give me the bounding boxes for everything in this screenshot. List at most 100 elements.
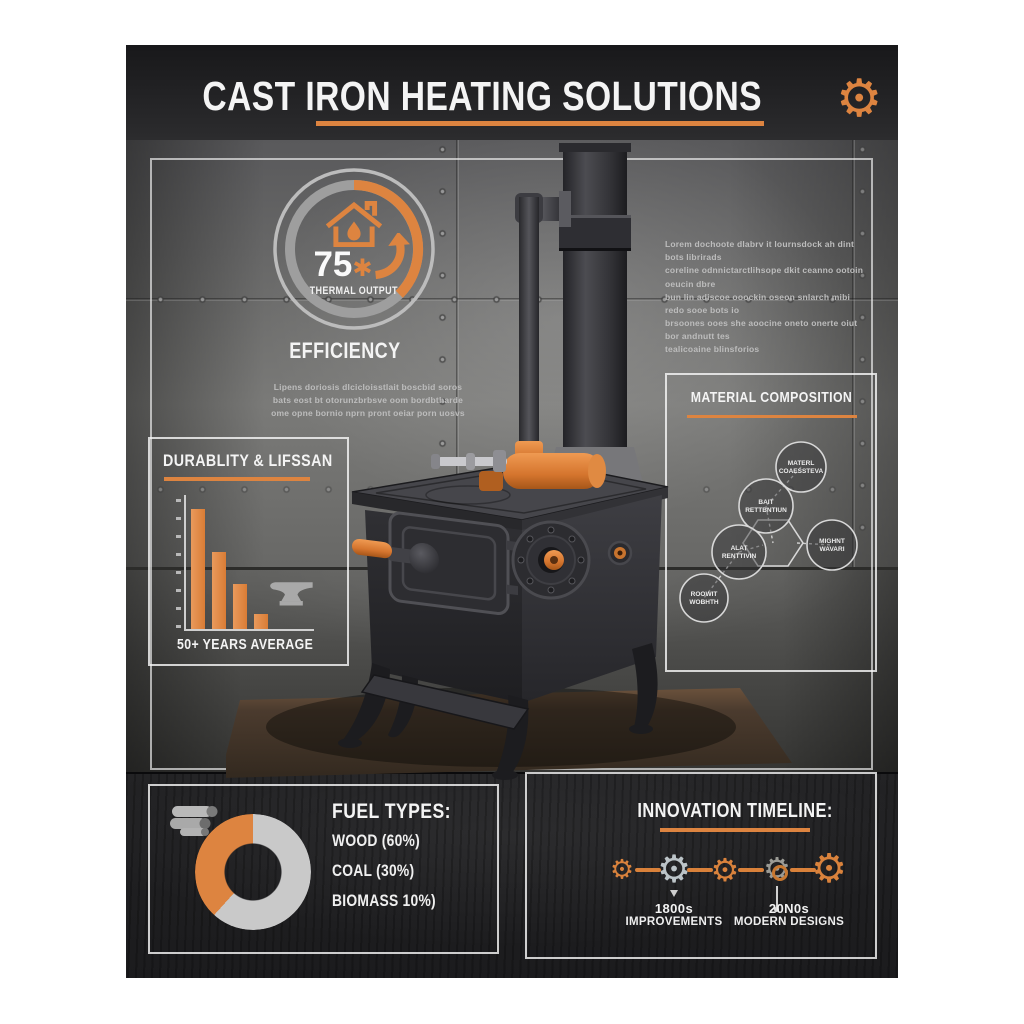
- svg-text:ROOWIT: ROOWIT: [691, 591, 718, 598]
- fuel-item-biomass: BIOMASS 10%): [332, 892, 436, 910]
- anvil-icon: [270, 582, 313, 606]
- title-underline: [316, 121, 764, 126]
- timeline-connector: [635, 868, 661, 872]
- fuel-types-panel: FUEL TYPES: WOOD (60%) COAL (30%) BIOMAS…: [148, 784, 499, 954]
- gear-icon: ⚙: [609, 854, 635, 886]
- diagram-node-radiant-warmth-right: MIGHNT WAVARI: [806, 519, 858, 571]
- door-knob: [409, 543, 439, 574]
- material-underline: [687, 415, 857, 418]
- wood-logs-icon: [170, 806, 218, 836]
- text-line: tealicoaine blinsforios: [665, 344, 760, 355]
- house-flame-icon: [326, 200, 382, 248]
- bar: [233, 584, 247, 629]
- asterisk-icon: ✱: [352, 254, 373, 282]
- intro-paragraph: Lorem dochoote dlabrv it lournsdock ah d…: [665, 238, 867, 357]
- bar: [191, 509, 205, 629]
- text-line: bats eost bt otorunzbrbsve oom bordbthar…: [272, 395, 464, 406]
- axis-tick: [176, 499, 181, 502]
- rivet-column: [438, 145, 447, 555]
- durability-panel: DURABLITY & LIFSSAN 50+ YEARS AVERAGE: [148, 437, 349, 666]
- svg-text:MIGHNT: MIGHNT: [819, 538, 845, 545]
- thermal-output-label: THERMAL OUTPUT: [309, 285, 399, 297]
- durability-caption: 50+ YEARS AVERAGE: [177, 636, 314, 653]
- infographic-poster: CAST IRON HEATING SOLUTIONS ⚙ 75✱ THERMAL…: [126, 45, 898, 978]
- timeline-connector: [790, 868, 816, 872]
- fuel-types-title: FUEL TYPES:: [332, 800, 451, 823]
- axis-tick: [176, 607, 181, 610]
- svg-text:WAVARI: WAVARI: [819, 546, 844, 553]
- poster-header: CAST IRON HEATING SOLUTIONS ⚙: [202, 68, 883, 129]
- marker-line: [776, 886, 778, 908]
- water-pipe: [519, 197, 539, 465]
- marker-pointer: [670, 890, 678, 897]
- bar: [254, 614, 268, 629]
- svg-text:ALAT: ALAT: [731, 545, 748, 552]
- timeline-era: 20N0s: [768, 901, 810, 916]
- gear-icon: ⚙: [811, 846, 847, 892]
- innovation-timeline-panel: INNOVATION TIMELINE: ⚙ ⚙ ⚙ ⚙ ⚙ 1800s IMP…: [525, 772, 877, 959]
- diagram-node-radiant-warmth-lower: ROOWIT WOBHTH: [679, 573, 729, 623]
- timeline-connector: [738, 868, 764, 872]
- air-control-knob: [607, 540, 633, 566]
- axis-tick: [176, 625, 181, 628]
- text-line: brsoones ooes she aoocine oneto onerte o…: [665, 318, 858, 342]
- efficiency-description: Lipens doriosis dlcicloisstlait boscbid …: [254, 381, 482, 421]
- axis-tick: [176, 517, 181, 520]
- material-composition-panel: MATERIAL COMPOSITION MATERL COAESSTEVA B…: [665, 373, 877, 672]
- text-line: ome opne bornio nprn pront oeiar porn uo…: [271, 408, 465, 419]
- poster-title: CAST IRON HEATING SOLUTIONS: [202, 73, 763, 119]
- cast-iron-stove-illustration: [226, 143, 792, 780]
- ash-shelf: [360, 674, 530, 730]
- rivet-row: [156, 295, 856, 304]
- diagram-node-heat-retention-left: ALAT RENTTIVIN: [711, 524, 767, 580]
- text-line: coreline odnnictarctlihsope dkit ceanno …: [665, 265, 864, 289]
- material-diagram: MATERL COAESSTEVA BAIT RETTBNTIUN ALAT R…: [679, 441, 858, 623]
- gear-icon: ⚙: [710, 851, 740, 889]
- text-line: Lipens doriosis dlcicloisstlait boscbid …: [273, 382, 463, 392]
- material-composition-title: MATERIAL COMPOSITION: [690, 389, 852, 406]
- curved-arrow-up-icon: [374, 233, 410, 279]
- diagram-node-material-composition: MATERL COAESSTEVA: [775, 441, 827, 493]
- damper-wheel: [511, 520, 591, 600]
- durability-title: DURABLITY & LIFSSAN: [163, 451, 333, 470]
- gear-center-accent: [772, 865, 788, 881]
- rivet-column: [858, 145, 867, 555]
- fuel-item-wood: WOOD (60%): [332, 832, 421, 850]
- orange-valve: [503, 453, 601, 489]
- svg-text:COAESSTEVA: COAESSTEVA: [779, 468, 824, 475]
- timeline-connector: [687, 868, 713, 872]
- axis-tick: [176, 553, 181, 556]
- bar-chart-y-axis: [184, 495, 186, 631]
- axis-tick: [176, 589, 181, 592]
- gear-icon: ⚙: [656, 847, 692, 891]
- timeline-label: IMPROVEMENTS: [625, 916, 723, 928]
- lifespan-bar-chart: [191, 497, 283, 629]
- axis-tick: [176, 571, 181, 574]
- timeline-label: MODERN DESIGNS: [733, 916, 845, 928]
- svg-text:RETTBNTIUN: RETTBNTIUN: [745, 507, 787, 514]
- efficiency-gauge: 75✱ THERMAL OUTPUT: [268, 163, 440, 335]
- gauge-ring: [273, 168, 435, 330]
- wall-seam: [456, 140, 459, 567]
- durability-underline: [164, 477, 310, 481]
- fuel-item-coal: COAL (30%): [332, 862, 415, 880]
- marker-dot: [774, 907, 779, 912]
- innovation-timeline-title: INNOVATION TIMELINE:: [637, 800, 833, 822]
- svg-text:MATERL: MATERL: [788, 460, 815, 467]
- timeline-underline: [660, 828, 810, 832]
- text-line: Lorem dochoote dlabrv it lournsdock ah d…: [665, 239, 855, 263]
- thermal-output-value: 75✱: [313, 245, 373, 284]
- axis-tick: [176, 535, 181, 538]
- bar-chart-x-axis: [184, 629, 314, 631]
- svg-text:BAIT: BAIT: [758, 499, 773, 506]
- chimney-pipe: [563, 143, 627, 485]
- wall-seam: [852, 140, 855, 567]
- svg-text:WOBHTH: WOBHTH: [689, 599, 719, 606]
- efficiency-section-label: EFFICIENCY: [289, 338, 401, 363]
- text-line: bun lin adiscoe ooockin oseon snlarch mi…: [665, 291, 851, 315]
- fuel-donut-chart: [195, 814, 311, 930]
- svg-text:RENTTIVIN: RENTTIVIN: [722, 553, 757, 560]
- door-handle: [352, 538, 392, 559]
- hexagon-node: [742, 519, 804, 567]
- timeline-era: 1800s: [654, 901, 694, 916]
